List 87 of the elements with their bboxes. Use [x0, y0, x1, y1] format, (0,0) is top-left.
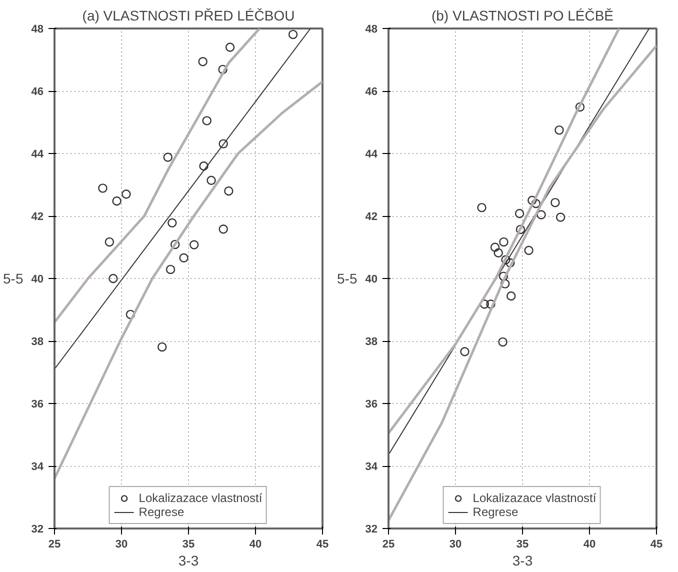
line-series: [388, 28, 620, 434]
point: [218, 224, 228, 234]
point: [108, 274, 118, 284]
y-tick-label: 34: [31, 461, 44, 473]
y-tick-label: 48: [31, 24, 44, 36]
x-axis-title: 3-3: [512, 552, 533, 568]
point: [506, 258, 515, 268]
y-tick-label: 36: [31, 398, 44, 410]
point: [554, 125, 564, 135]
point: [158, 342, 167, 352]
y-tick-label: 46: [365, 86, 378, 98]
x-tick-label: 35: [516, 538, 529, 550]
y-tick-label: 34: [365, 461, 378, 473]
y-tick-label: 36: [365, 398, 378, 410]
y-tick-label: 44: [31, 148, 44, 160]
y-tick-label: 42: [31, 211, 44, 223]
point: [556, 212, 566, 222]
y-tick-label: 40: [31, 274, 44, 286]
point: [206, 176, 216, 185]
point: [498, 337, 508, 347]
point: [202, 116, 212, 126]
point: [498, 272, 508, 281]
legend-label: Lokalizazace vlastností: [138, 491, 262, 505]
point: [218, 139, 228, 148]
legend-label: Regrese: [472, 505, 518, 519]
point: [531, 198, 540, 208]
x-tick-label: 25: [48, 538, 61, 550]
point: [516, 224, 526, 234]
y-tick-label: 48: [365, 24, 378, 36]
point: [288, 30, 298, 40]
point: [199, 161, 208, 171]
y-tick-label: 32: [365, 524, 378, 536]
y-tick-label: 38: [365, 336, 378, 348]
point: [163, 152, 172, 162]
point: [506, 291, 516, 301]
legend-label: Regrese: [138, 505, 184, 519]
point: [190, 240, 199, 250]
line-series: [54, 80, 322, 480]
y-tick-label: 38: [31, 336, 44, 348]
x-tick-label: 40: [249, 538, 262, 550]
point: [528, 196, 537, 205]
point: [490, 242, 500, 252]
point: [98, 184, 108, 193]
point: [501, 255, 510, 264]
point: [536, 210, 546, 220]
point: [198, 57, 208, 66]
y-tick-label: 32: [31, 524, 44, 536]
point: [112, 196, 122, 206]
point: [486, 300, 496, 309]
y-tick-label: 40: [365, 274, 378, 286]
point: [179, 253, 188, 262]
line-series: [54, 28, 261, 324]
point: [168, 218, 177, 228]
point: [126, 310, 136, 320]
point: [514, 208, 524, 218]
chart-title: (a) VLASTNOSTI PŘED LÉČBOU: [82, 8, 295, 24]
y-axis-title: 5-5: [3, 270, 24, 286]
x-tick-label: 25: [382, 538, 395, 550]
y-tick-label: 44: [365, 148, 378, 160]
x-tick-label: 40: [583, 538, 596, 550]
point: [460, 347, 470, 356]
point: [494, 248, 503, 258]
point: [550, 198, 560, 208]
point: [170, 240, 180, 250]
x-tick-label: 45: [650, 538, 663, 550]
y-axis-title: 5-5: [337, 270, 358, 286]
point: [477, 202, 486, 212]
legend-label: Lokalizazace vlastností: [472, 491, 596, 505]
point: [524, 246, 534, 255]
point: [225, 42, 235, 52]
chart-title: (b) VLASTNOSTI PO LÉČBĚ: [431, 8, 614, 24]
point: [575, 102, 585, 112]
x-axis-title: 3-3: [178, 552, 199, 568]
y-tick-label: 42: [365, 211, 378, 223]
point: [122, 190, 131, 199]
point: [500, 279, 510, 288]
x-tick-label: 35: [182, 538, 195, 550]
x-tick-label: 30: [115, 538, 128, 550]
x-tick-label: 30: [449, 538, 462, 550]
y-tick-label: 46: [31, 86, 44, 98]
line-series: [388, 44, 656, 522]
point: [218, 64, 228, 74]
point: [166, 264, 176, 274]
point: [499, 237, 508, 247]
x-tick-label: 45: [316, 538, 329, 550]
point: [104, 237, 114, 247]
point: [224, 186, 234, 196]
